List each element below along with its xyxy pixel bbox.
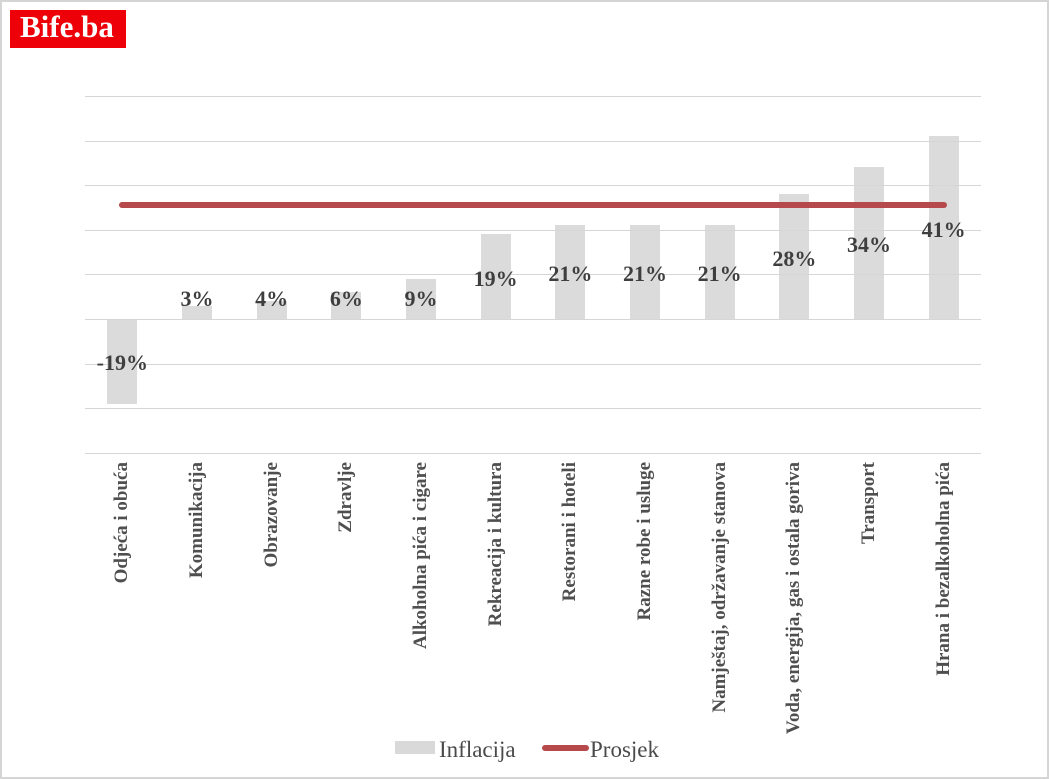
category-label-9: Voda, energija, gas i ostala goriva (783, 462, 805, 735)
data-label-6: 21% (548, 261, 593, 287)
category-label-3: Zdravlje (335, 462, 357, 533)
category-label-8: Namještaj, održavanje stanova (708, 462, 730, 713)
category-label-10: Transport (858, 462, 879, 544)
data-label-1: 3% (180, 286, 214, 311)
bar-10 (854, 167, 884, 319)
category-label-0: Odjeća i obuća (111, 462, 133, 584)
legend-inflacija-label: Inflacija (439, 737, 516, 762)
bar-0 (107, 319, 138, 404)
gridline--10 (85, 363, 981, 365)
bar-4 (406, 278, 436, 319)
category-label-2: Obrazovanje (260, 462, 282, 568)
category-label-1: Komunikacija (186, 462, 207, 579)
data-label-11: 41% (921, 216, 966, 242)
data-label-3: 6% (329, 286, 363, 311)
data-label-5: 19% (473, 265, 518, 291)
bar-9 (779, 194, 810, 319)
gridline--30 (85, 452, 981, 454)
data-label-7: 21% (623, 261, 667, 287)
bar-2 (256, 301, 287, 319)
gridline-30 (85, 185, 981, 187)
legend-prosjek-swatch (542, 745, 589, 751)
prosjek-line (119, 201, 947, 208)
category-label-6: Restorani i hoteli (559, 462, 581, 602)
gridline-20 (85, 229, 981, 231)
bar-6 (555, 225, 586, 319)
gridline-50 (85, 96, 981, 98)
gridline--20 (85, 408, 981, 410)
bar-8 (704, 225, 735, 319)
category-label-11: Hrana i bezalkoholna pića (932, 462, 954, 676)
gridline-10 (85, 274, 981, 276)
data-label-0: -19% (96, 350, 148, 376)
bar-7 (630, 225, 660, 319)
legend-prosjek-label: Prosjek (590, 737, 659, 762)
data-label-4: 9% (404, 286, 438, 311)
data-label-10: 34% (847, 232, 891, 258)
category-label-7: Razne robe i usluge (634, 462, 655, 621)
category-label-5: Rekreacija i kultura (484, 462, 506, 627)
bar-1 (182, 305, 212, 319)
data-label-2: 4% (255, 286, 289, 311)
bar-3 (331, 292, 362, 319)
gridline-40 (85, 140, 981, 142)
bar-5 (480, 234, 511, 319)
gridline-0 (85, 319, 981, 320)
data-label-9: 28% (772, 245, 817, 271)
logo: Bife.ba (10, 10, 126, 48)
data-label-8: 21% (697, 261, 742, 287)
bar-11 (928, 136, 959, 319)
category-label-4: Alkoholna pića i cigare (410, 462, 431, 650)
legend-inflacija-swatch (395, 741, 435, 754)
